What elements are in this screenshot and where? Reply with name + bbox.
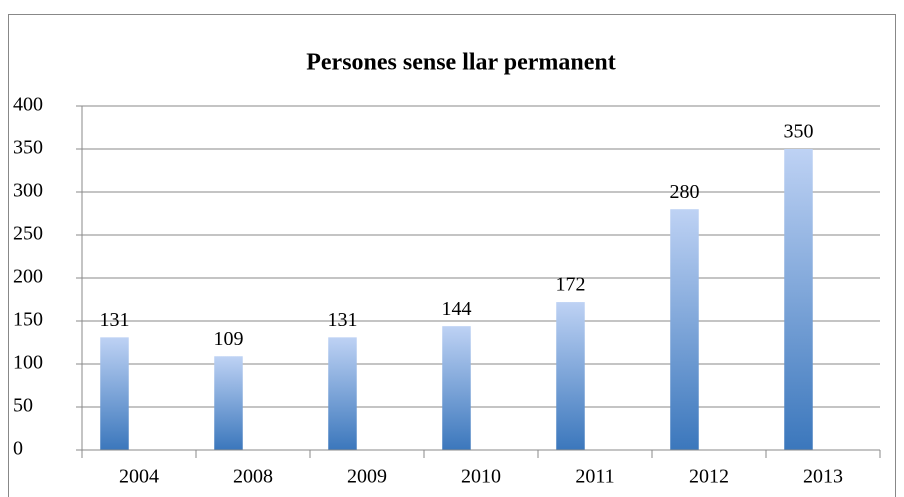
x-tick-label: 2009 [347,466,387,488]
value-label: 109 [213,328,243,350]
bar [670,209,699,450]
bar [442,326,471,450]
x-tick-label: 2004 [119,466,159,488]
bar [214,356,243,450]
value-label: 131 [99,309,129,331]
y-tick-label: 150 [13,309,43,331]
bar [556,302,585,450]
bar [100,337,129,450]
value-label: 131 [327,309,357,331]
x-tick-label: 2008 [233,466,273,488]
y-tick-label: 250 [13,223,43,245]
y-tick-label: 350 [13,137,43,159]
y-tick-label: 200 [13,266,43,288]
y-tick-label: 400 [13,94,43,116]
value-label: 144 [441,298,471,320]
bar [328,337,357,450]
x-tick-label: 2013 [803,466,843,488]
x-tick-label: 2011 [575,466,614,488]
y-tick-label: 50 [13,395,33,417]
x-tick-label: 2010 [461,466,501,488]
bar [784,149,813,450]
value-label: 172 [555,274,585,296]
y-tick-label: 0 [13,438,23,460]
x-tick-label: 2012 [689,466,729,488]
value-label: 350 [783,121,813,143]
chart-title: Persones sense llar permanent [306,50,616,76]
value-label: 280 [669,181,699,203]
y-tick-label: 300 [13,180,43,202]
y-tick-label: 100 [13,352,43,374]
